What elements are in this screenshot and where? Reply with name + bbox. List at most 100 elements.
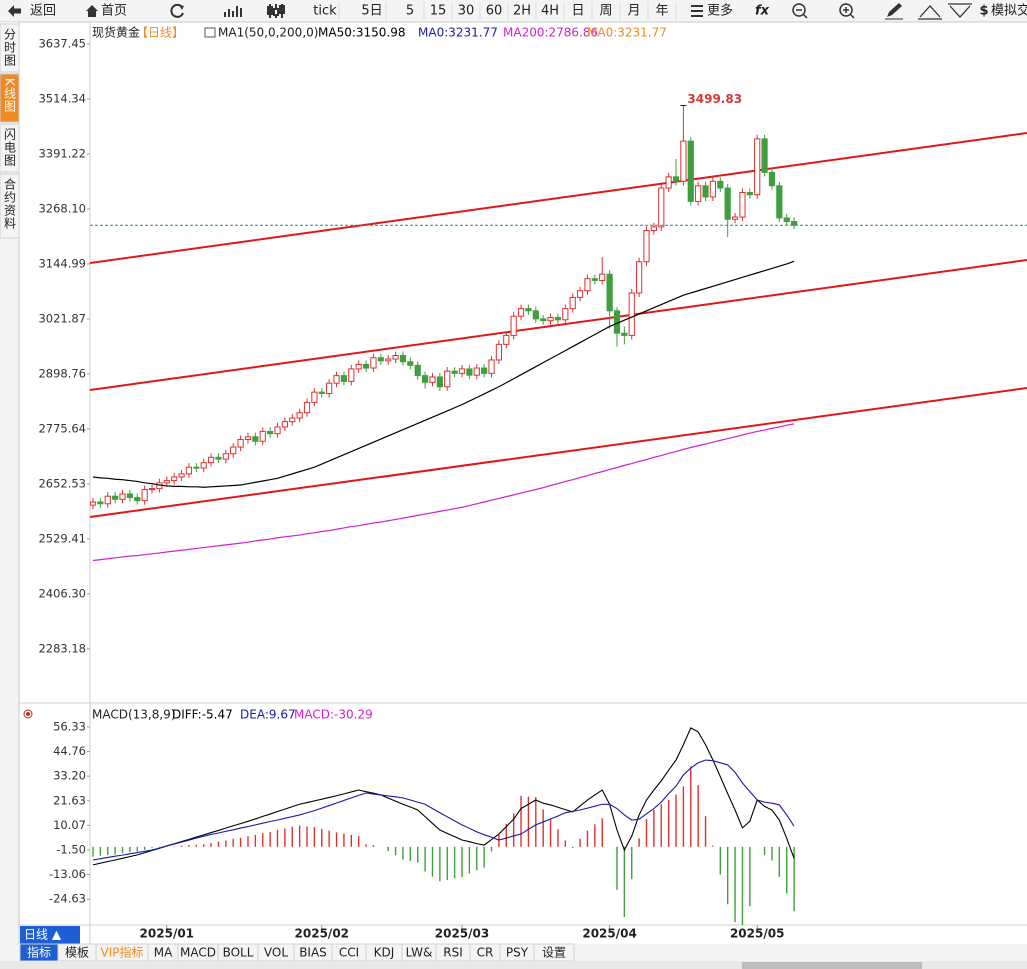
- candle-body: [377, 357, 384, 362]
- candle-body: [311, 391, 318, 403]
- candle-body: [399, 355, 407, 363]
- candle-body: [171, 476, 178, 482]
- more-button[interactable]: 更多: [707, 3, 733, 19]
- down-triangle-button[interactable]: [948, 3, 972, 18]
- up-triangle-button[interactable]: [918, 5, 942, 20]
- candle-body: [540, 318, 547, 322]
- candle-body: [333, 375, 340, 384]
- info-label: MA0:3231.77: [418, 26, 498, 40]
- candle-body: [141, 488, 148, 502]
- period-button[interactable]: 5: [406, 4, 414, 19]
- draw-button[interactable]: [887, 3, 902, 17]
- period-tab-label[interactable]: 日线 ▲: [24, 928, 62, 942]
- period-button[interactable]: 2H: [513, 4, 531, 19]
- candle-body: [163, 480, 170, 484]
- indicator-tab-label[interactable]: MACD: [180, 946, 216, 960]
- period-button[interactable]: 年: [655, 4, 668, 19]
- scroll-thumb[interactable]: [742, 962, 922, 969]
- indicator-tab-label[interactable]: VOL: [264, 946, 288, 960]
- indicator-name: MA1(50,0,200,0): [218, 26, 318, 40]
- candle-button[interactable]: [267, 4, 285, 18]
- side-tab-label[interactable]: 分时图: [3, 28, 17, 67]
- indicator-tab-label[interactable]: BOLL: [223, 946, 254, 960]
- home-button[interactable]: 首页: [101, 4, 127, 19]
- indicator-tab-label[interactable]: RSI: [443, 946, 463, 960]
- x-tick-label: 2025/04: [582, 927, 636, 941]
- period-button[interactable]: 30: [458, 4, 475, 19]
- candle-body: [695, 185, 702, 202]
- candle-body: [636, 261, 643, 294]
- back-button[interactable]: 返回: [30, 4, 56, 19]
- channel-lines: [90, 132, 1027, 518]
- y-tick-label: 3268.10: [38, 201, 86, 215]
- candle-body: [665, 176, 672, 189]
- candle-body: [481, 367, 488, 374]
- y-tick-label: -24.63: [49, 892, 86, 906]
- period-button[interactable]: 15: [430, 4, 447, 19]
- period-label[interactable]: 【日线】: [136, 26, 184, 40]
- indicator-tab-label[interactable]: PSY: [506, 946, 529, 960]
- more-icon[interactable]: [691, 5, 703, 17]
- period-button[interactable]: tick: [313, 4, 337, 19]
- indicator-tab-label[interactable]: VIP指标: [101, 945, 144, 960]
- candle-body: [724, 187, 731, 220]
- candle-body: [562, 308, 569, 321]
- candle-body: [355, 363, 362, 370]
- y-tick-label: 3514.34: [38, 91, 86, 105]
- side-tab[interactable]: [0, 123, 20, 173]
- back-icon[interactable]: [8, 5, 21, 17]
- candle-body: [761, 138, 768, 173]
- simulate-button[interactable]: 模拟交: [991, 3, 1027, 19]
- period-tab[interactable]: [20, 926, 80, 944]
- candle-body: [237, 438, 244, 448]
- home-icon[interactable]: [86, 5, 98, 17]
- candle-body: [650, 226, 657, 231]
- side-tab-label[interactable]: 闪电图: [3, 128, 17, 167]
- period-button[interactable]: 5日: [361, 4, 382, 19]
- side-tab-label[interactable]: 合约资料: [3, 177, 17, 230]
- indicator-tab-label[interactable]: 指标: [27, 945, 51, 960]
- indicator-tab-label[interactable]: CCI: [339, 946, 359, 960]
- side-tab-label[interactable]: K线图: [3, 78, 17, 113]
- period-button[interactable]: 周: [599, 4, 612, 19]
- fx-button[interactable]: fx: [755, 4, 770, 19]
- refresh-button[interactable]: [170, 3, 184, 18]
- side-tab[interactable]: [0, 23, 20, 73]
- indicator-tab-label[interactable]: MA: [154, 946, 173, 960]
- candle-body: [739, 191, 746, 218]
- candle-body: [200, 462, 207, 469]
- candle-body: [754, 138, 761, 196]
- candle-body: [185, 466, 193, 475]
- candle-body: [576, 290, 584, 298]
- zoom-out-button[interactable]: [792, 3, 808, 19]
- period-button[interactable]: 60: [486, 4, 503, 19]
- indicator-tabs: 指标 模板 VIP指标 MA MACD BOLL VOL BIAS CCI KDJ LW& RSI CR…: [19, 943, 575, 962]
- indicator-tab-label[interactable]: KDJ: [374, 946, 395, 960]
- period-button[interactable]: 月: [627, 4, 640, 19]
- info-label: DEA:9.67: [240, 708, 296, 722]
- indicator-tab-label[interactable]: LW&: [406, 946, 433, 960]
- candle-body: [776, 185, 783, 219]
- x-tick-label: 2025/05: [730, 927, 784, 941]
- info-label: MA50:3150.98: [318, 26, 406, 40]
- indicator-tab-label[interactable]: BIAS: [299, 946, 327, 960]
- side-tab[interactable]: [0, 73, 20, 123]
- period-button[interactable]: 4H: [541, 4, 559, 19]
- candle-body: [731, 216, 739, 220]
- indicator-tab-label[interactable]: CR: [477, 946, 494, 960]
- macd-settings-icon[interactable]: [23, 709, 33, 719]
- y-tick-label: 10.07: [53, 818, 86, 832]
- indicator-icon[interactable]: [204, 27, 216, 38]
- chart-type-button[interactable]: [224, 6, 242, 17]
- candle-body: [126, 493, 134, 499]
- indicator-tab-label[interactable]: 模板: [65, 946, 89, 960]
- candle-body: [281, 421, 288, 428]
- indicator-tab-label[interactable]: 设置: [542, 946, 566, 960]
- zoom-in-button[interactable]: [839, 3, 855, 19]
- period-button[interactable]: 日: [571, 4, 584, 19]
- side-bar: [0, 22, 19, 969]
- info-label: MA200:2786.86: [503, 26, 598, 40]
- side-tab[interactable]: [0, 173, 20, 239]
- candle-body: [429, 376, 436, 383]
- candle-body: [517, 308, 525, 317]
